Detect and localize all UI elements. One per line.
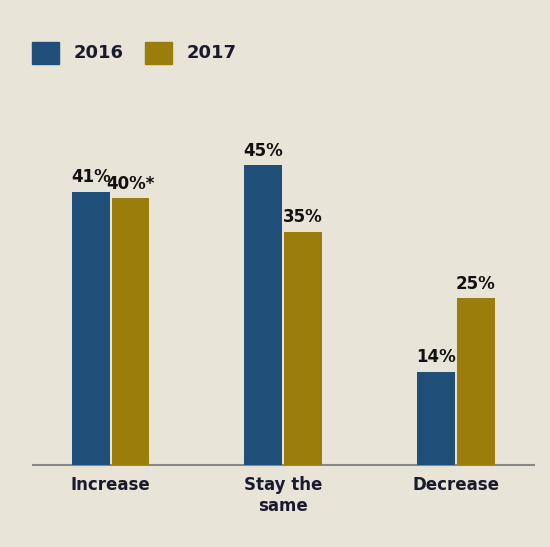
Text: 14%: 14% (416, 348, 456, 366)
Text: 40%*: 40%* (106, 175, 155, 193)
Bar (417, 371, 455, 465)
Bar (284, 232, 322, 465)
Bar (244, 165, 282, 465)
Bar (112, 199, 150, 465)
Text: 25%: 25% (456, 275, 496, 293)
Legend: 2016, 2017: 2016, 2017 (32, 42, 236, 63)
Text: 45%: 45% (244, 142, 283, 160)
Text: 35%: 35% (283, 208, 323, 226)
Bar (456, 298, 494, 465)
Text: 41%: 41% (71, 168, 111, 187)
Bar (72, 192, 110, 465)
